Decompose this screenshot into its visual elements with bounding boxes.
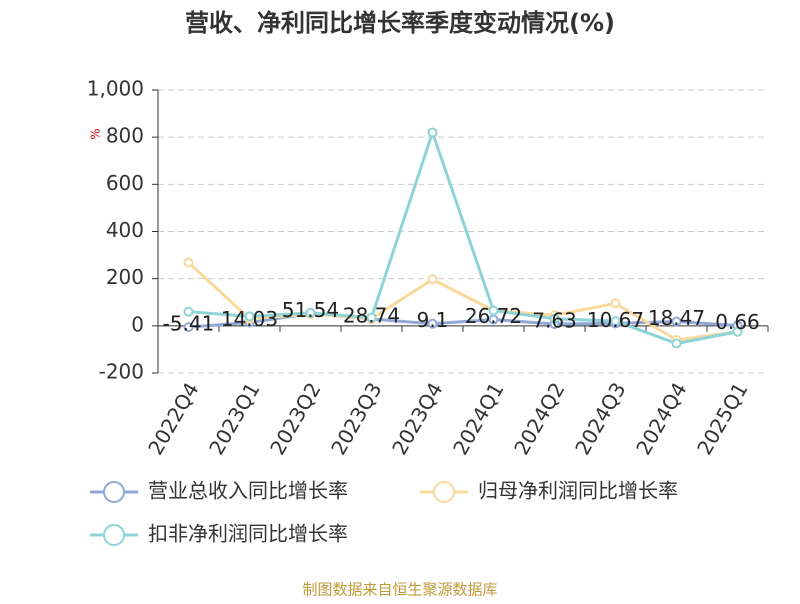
x-tick-label: 2024Q1 — [448, 378, 508, 459]
y-tick-label: 800 — [106, 124, 144, 148]
x-tick-label: 2023Q1 — [204, 378, 264, 459]
chart-title: 营收、净利同比增长率季度变动情况(%) — [185, 9, 615, 37]
x-tick-label: 2023Q2 — [265, 378, 325, 459]
data-point — [427, 274, 438, 285]
data-label: 10.67 — [587, 308, 644, 332]
legend-label: 扣非净利润同比增长率 — [148, 522, 348, 546]
legend-marker — [103, 481, 125, 503]
data-label: 51.54 — [282, 298, 339, 322]
data-label: 26.72 — [465, 304, 522, 328]
y-tick-label: 600 — [106, 171, 144, 195]
data-label: 18.47 — [648, 306, 705, 330]
y-tick-label: 1,000 — [87, 77, 144, 101]
data-point — [488, 314, 499, 325]
data-label: 14.03 — [221, 307, 278, 331]
data-point — [183, 306, 194, 317]
data-point — [549, 313, 560, 324]
y-tick-label: -200 — [99, 360, 144, 384]
data-point — [305, 307, 316, 318]
data-point — [488, 305, 499, 316]
legend-label: 归母净利润同比增长率 — [478, 479, 678, 503]
data-point — [244, 311, 255, 322]
x-tick-label: 2025Q1 — [692, 378, 752, 459]
x-tick-label: 2023Q3 — [326, 378, 386, 459]
data-point — [732, 326, 743, 337]
y-axis-label: % — [89, 128, 103, 139]
y-tick-label: 400 — [106, 218, 144, 242]
y-tick-label: 0 — [131, 312, 144, 336]
data-point — [366, 312, 377, 323]
y-tick-label: 200 — [106, 265, 144, 289]
data-point — [671, 316, 682, 327]
data-point — [671, 338, 682, 349]
data-point — [427, 318, 438, 329]
x-tick-label: 2024Q4 — [631, 378, 691, 459]
data-point — [610, 298, 621, 309]
data-label: 7.63 — [532, 309, 577, 333]
x-tick-label: 2024Q2 — [509, 378, 569, 459]
source: 制图数据来自恒生聚源数据库 — [302, 581, 497, 599]
data-point — [427, 127, 438, 138]
series-line — [188, 127, 738, 346]
data-label: 28.74 — [343, 304, 400, 328]
legend-marker — [433, 481, 455, 503]
data-point — [610, 316, 621, 327]
data-label: 0.66 — [715, 310, 760, 334]
data-label: 9.1 — [417, 308, 449, 332]
legend-marker — [103, 524, 125, 546]
data-label: -5.41 — [163, 312, 215, 336]
x-tick-label: 2022Q4 — [143, 378, 203, 459]
x-tick-label: 2024Q3 — [570, 378, 630, 459]
x-tick-label: 2023Q4 — [387, 378, 447, 459]
series-line — [187, 261, 738, 342]
data-point — [183, 257, 194, 268]
data-point — [183, 322, 194, 333]
legend-label: 营业总收入同比增长率 — [148, 479, 348, 503]
